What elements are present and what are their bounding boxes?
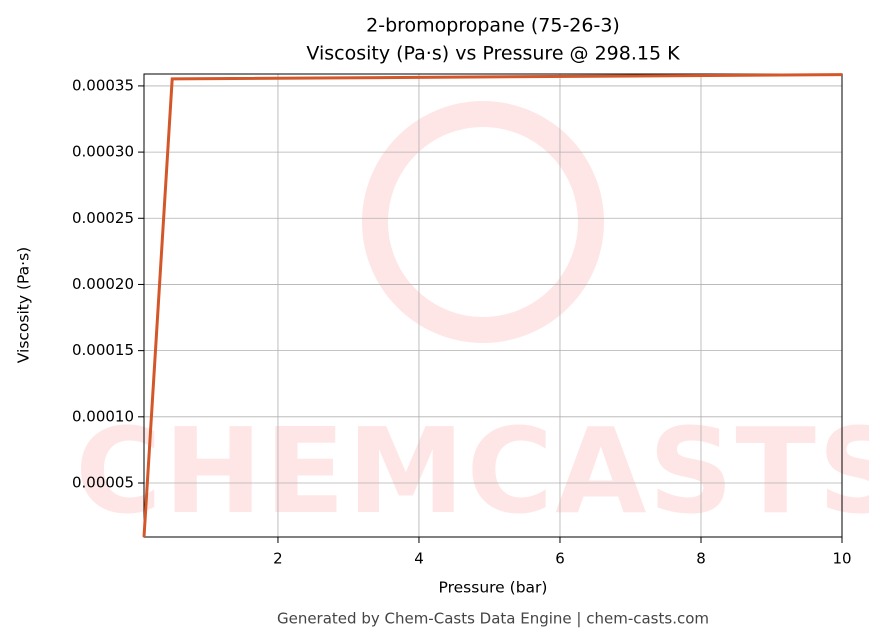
y-axis-label: Viscosity (Pa·s) <box>15 247 33 363</box>
watermark-logo <box>362 101 604 343</box>
footer: Generated by Chem-Casts Data Engine | ch… <box>277 610 709 628</box>
x-axis-label: Pressure (bar) <box>439 579 548 597</box>
watermark: CHEMCASTS <box>75 402 869 540</box>
line-series <box>142 73 843 538</box>
x-tick-label: 4 <box>414 550 424 568</box>
y-tick-label: 0.00025 <box>72 209 134 227</box>
y-tick-label: 0.00005 <box>72 473 134 491</box>
plot-frame <box>143 73 843 538</box>
y-tick-label: 0.00030 <box>72 143 134 161</box>
chart-subtitle: Viscosity (Pa·s) vs Pressure @ 298.15 K <box>306 43 680 65</box>
y-tick-label: 0.00020 <box>72 275 134 293</box>
y-tick-label: 0.00035 <box>72 76 134 94</box>
x-tick-label: 8 <box>696 550 706 568</box>
x-tick-label: 10 <box>832 550 851 568</box>
x-tick-label: 6 <box>555 550 565 568</box>
x-tick-label: 2 <box>273 550 283 568</box>
chart-title: 2-bromopropane (75-26-3) <box>366 15 620 37</box>
y-tick-label: 0.00010 <box>72 407 134 425</box>
y-tick-label: 0.00015 <box>72 341 134 359</box>
